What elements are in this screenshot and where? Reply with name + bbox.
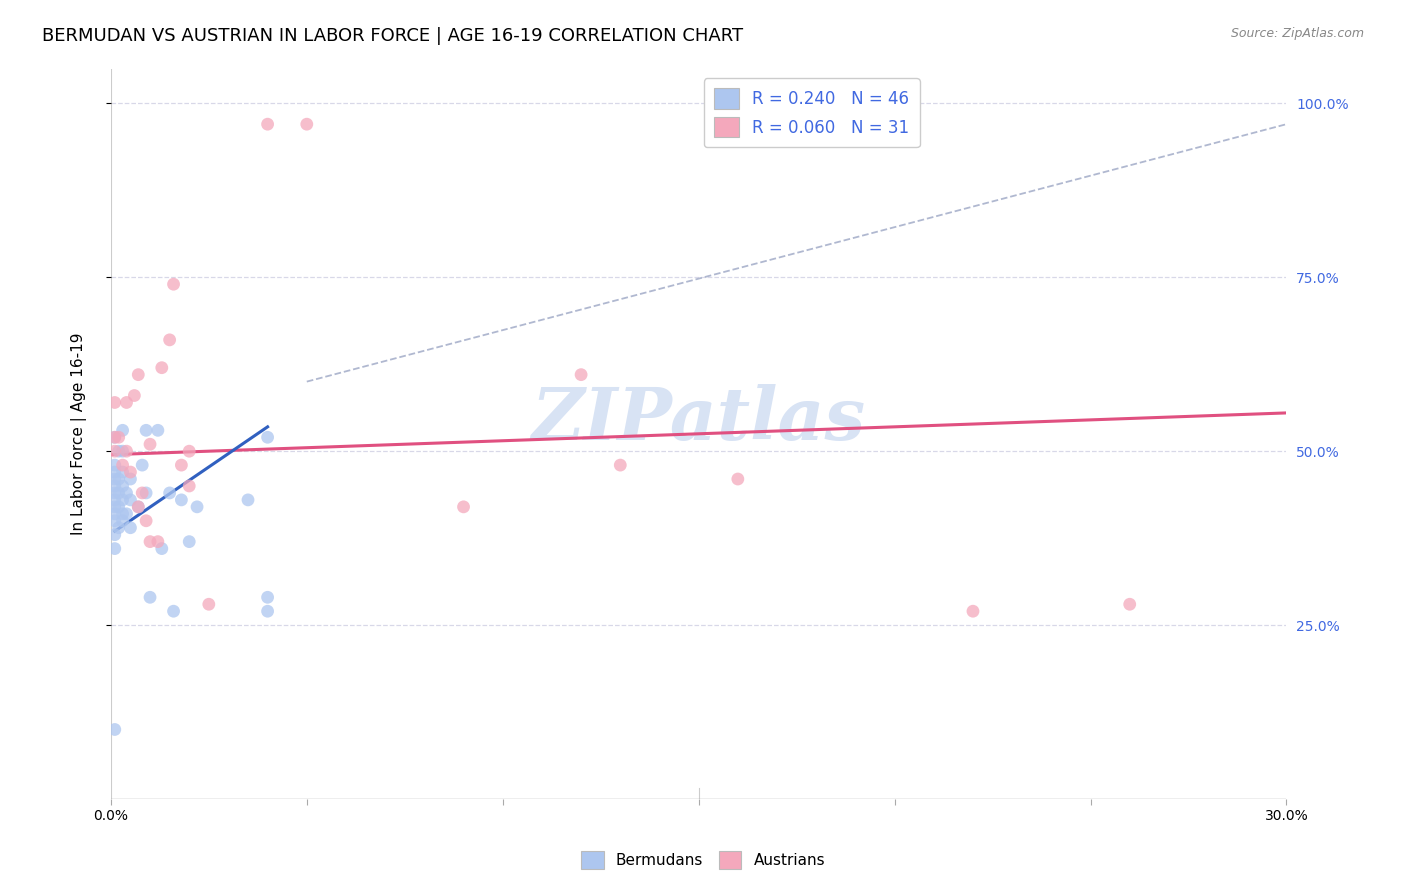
Point	[179, 479, 201, 493]
Point	[453, 500, 475, 514]
Point	[115, 486, 138, 500]
Point	[111, 458, 134, 472]
Point	[104, 430, 127, 444]
Point	[127, 500, 149, 514]
Point	[115, 395, 138, 409]
Point	[146, 534, 169, 549]
Point	[159, 333, 181, 347]
Text: ZIPatlas: ZIPatlas	[531, 384, 866, 455]
Point	[236, 492, 259, 507]
Point	[104, 492, 127, 507]
Point	[170, 458, 193, 472]
Point	[111, 507, 134, 521]
Point	[107, 521, 129, 535]
Point	[186, 500, 208, 514]
Point	[162, 604, 184, 618]
Point	[104, 458, 127, 472]
Point	[139, 591, 162, 605]
Point	[131, 486, 153, 500]
Point	[295, 117, 318, 131]
Point	[609, 458, 631, 472]
Legend: R = 0.240   N = 46, R = 0.060   N = 31: R = 0.240 N = 46, R = 0.060 N = 31	[704, 78, 920, 147]
Point	[135, 423, 157, 437]
Point	[104, 479, 127, 493]
Point	[107, 472, 129, 486]
Legend: Bermudans, Austrians: Bermudans, Austrians	[575, 845, 831, 875]
Point	[127, 368, 149, 382]
Point	[256, 117, 278, 131]
Point	[111, 423, 134, 437]
Point	[256, 430, 278, 444]
Point	[107, 430, 129, 444]
Point	[569, 368, 592, 382]
Point	[135, 514, 157, 528]
Point	[179, 444, 201, 458]
Point	[104, 444, 127, 458]
Point	[104, 541, 127, 556]
Point	[127, 500, 149, 514]
Point	[120, 472, 142, 486]
Point	[104, 472, 127, 486]
Point	[107, 486, 129, 500]
Point	[150, 541, 173, 556]
Point	[104, 507, 127, 521]
Point	[162, 277, 184, 292]
Point	[198, 597, 221, 611]
Point	[150, 360, 173, 375]
Point	[111, 492, 134, 507]
Point	[104, 430, 127, 444]
Point	[107, 444, 129, 458]
Point	[104, 723, 127, 737]
Text: Source: ZipAtlas.com: Source: ZipAtlas.com	[1230, 27, 1364, 40]
Point	[139, 437, 162, 451]
Point	[139, 534, 162, 549]
Point	[256, 591, 278, 605]
Point	[111, 514, 134, 528]
Point	[146, 423, 169, 437]
Point	[120, 465, 142, 479]
Point	[104, 527, 127, 541]
Point	[111, 444, 134, 458]
Point	[104, 465, 127, 479]
Point	[727, 472, 749, 486]
Point	[111, 465, 134, 479]
Point	[115, 507, 138, 521]
Text: BERMUDAN VS AUSTRIAN IN LABOR FORCE | AGE 16-19 CORRELATION CHART: BERMUDAN VS AUSTRIAN IN LABOR FORCE | AG…	[42, 27, 744, 45]
Point	[159, 486, 181, 500]
Point	[170, 492, 193, 507]
Point	[104, 486, 127, 500]
Point	[120, 521, 142, 535]
Point	[135, 486, 157, 500]
Point	[111, 479, 134, 493]
Point	[104, 500, 127, 514]
Point	[124, 388, 146, 402]
Point	[131, 458, 153, 472]
Point	[107, 500, 129, 514]
Point	[179, 534, 201, 549]
Point	[1119, 597, 1142, 611]
Point	[115, 444, 138, 458]
Point	[104, 514, 127, 528]
Point	[104, 395, 127, 409]
Point	[120, 492, 142, 507]
Point	[256, 604, 278, 618]
Y-axis label: In Labor Force | Age 16-19: In Labor Force | Age 16-19	[72, 333, 87, 535]
Point	[962, 604, 984, 618]
